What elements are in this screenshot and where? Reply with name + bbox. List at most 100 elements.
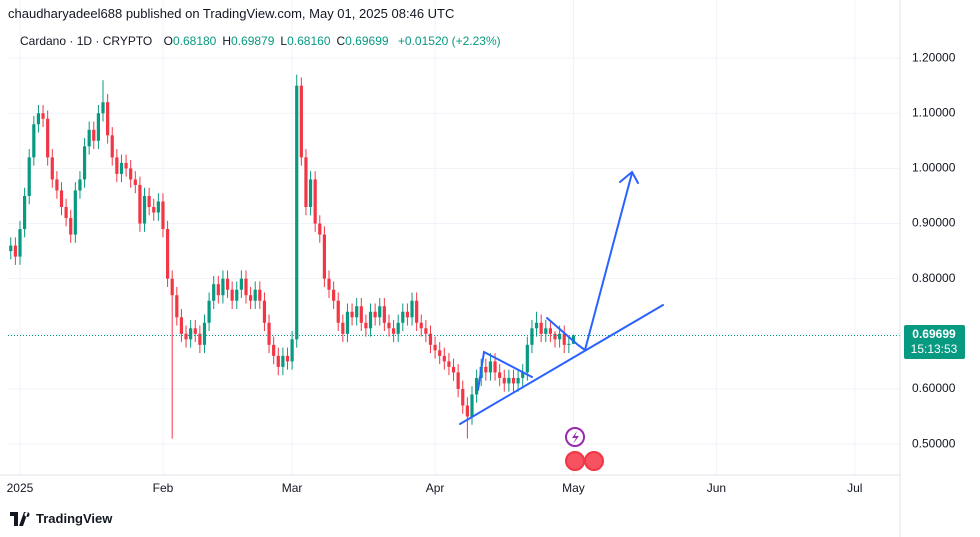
candle-body (13, 245, 17, 257)
candle-body (198, 333, 202, 345)
candle-body (534, 322, 539, 329)
candle-body (41, 113, 45, 119)
candle-body (516, 377, 520, 384)
candle-body (138, 184, 142, 224)
candle-body (336, 300, 340, 323)
candle-body (525, 344, 529, 373)
candle-body (442, 355, 446, 362)
flag (546, 317, 586, 351)
candle-body (295, 85, 299, 340)
candle-body (142, 195, 147, 224)
ohlc-key: O (163, 34, 173, 48)
candle-body (276, 355, 280, 367)
candle-body (119, 162, 124, 174)
candle-body (433, 344, 437, 351)
logo: TradingView (10, 511, 112, 526)
candle-body (345, 311, 350, 334)
candle-body (96, 113, 100, 141)
candle-body (110, 135, 114, 158)
candle-body (571, 335, 576, 344)
candle-body (92, 129, 96, 141)
y-tick-label: 1.00000 (912, 161, 956, 175)
candle-body (216, 284, 220, 296)
candle-body (59, 190, 64, 207)
publisher-line: chaudharyadeel688 published on TradingVi… (8, 6, 455, 21)
candle-body (447, 361, 451, 367)
ohlc-key: L (280, 34, 288, 48)
candle-body (73, 190, 77, 235)
candle-body (488, 361, 493, 373)
candle-body (9, 245, 13, 252)
candle-body (548, 328, 552, 334)
candle-body (230, 289, 234, 301)
drawings (459, 170, 664, 425)
candle-body (115, 157, 119, 174)
candle-body (461, 388, 465, 406)
candle-body (235, 289, 239, 301)
candle-body (23, 195, 27, 230)
candle-body (544, 328, 548, 334)
candle-body (239, 278, 243, 290)
candle-body (332, 289, 336, 301)
candle-body (32, 124, 36, 158)
candle-body (129, 168, 133, 180)
y-tick-label: 1.20000 (912, 50, 956, 64)
candle-body (249, 295, 253, 301)
x-tick-label: Jun (707, 481, 726, 495)
axes: 0.500000.600000.700000.800000.900001.000… (7, 50, 956, 495)
candle-body (175, 295, 179, 318)
candle-body (410, 300, 414, 318)
candle-body (281, 355, 285, 367)
candle-body (558, 333, 562, 340)
candle-body (382, 306, 386, 323)
arrow-head (619, 170, 639, 184)
candle-body (391, 328, 396, 334)
logo-text: TradingView (36, 511, 113, 526)
candle-body (405, 311, 410, 318)
candle-body (373, 311, 377, 318)
ohlc-value: 0.68180 (172, 34, 217, 48)
candle-body (225, 278, 230, 290)
ohlc-value: 0.69699 (345, 34, 389, 48)
candle-body (244, 278, 248, 296)
x-tick-label: May (562, 481, 585, 495)
candle-body (428, 333, 433, 345)
candle-body (55, 179, 59, 191)
candle-body (327, 278, 331, 290)
candle-body (193, 328, 197, 334)
candle-body (511, 377, 516, 384)
x-tick-label: Jul (847, 481, 862, 495)
candle-body (50, 157, 54, 180)
candle-body (484, 366, 488, 373)
candle-body (165, 229, 170, 279)
candle-body (64, 206, 68, 219)
pennant (477, 350, 533, 391)
candle-body (18, 229, 22, 257)
candle-body (152, 206, 156, 213)
ohlc: O0.68180 H0.69879 L0.68160 C0.69699 (164, 34, 395, 48)
candle-body (36, 113, 41, 125)
candle-body (253, 289, 257, 301)
candle-body (521, 372, 525, 378)
candle-body (189, 328, 193, 340)
candle-body (184, 333, 188, 340)
candle-body (396, 322, 400, 334)
candle-body (359, 306, 363, 323)
candle-body (415, 300, 419, 323)
candle-body (424, 328, 428, 334)
candles (8, 74, 900, 439)
candle-body (147, 195, 151, 207)
y-tick-label: 0.50000 (912, 436, 956, 450)
candle-body (438, 350, 442, 356)
candle-body (562, 333, 566, 345)
candle-body (539, 322, 543, 334)
y-tick-label: 0.60000 (912, 381, 956, 395)
trend-line (459, 304, 664, 425)
y-tick-label: 1.10000 (912, 105, 956, 119)
candle-body (212, 284, 216, 301)
candle-body (308, 179, 313, 207)
ohlc-value: 0.69879 (231, 34, 275, 48)
candle-body (355, 306, 359, 318)
x-tick-label: Feb (153, 481, 174, 495)
event-icon (572, 431, 579, 444)
